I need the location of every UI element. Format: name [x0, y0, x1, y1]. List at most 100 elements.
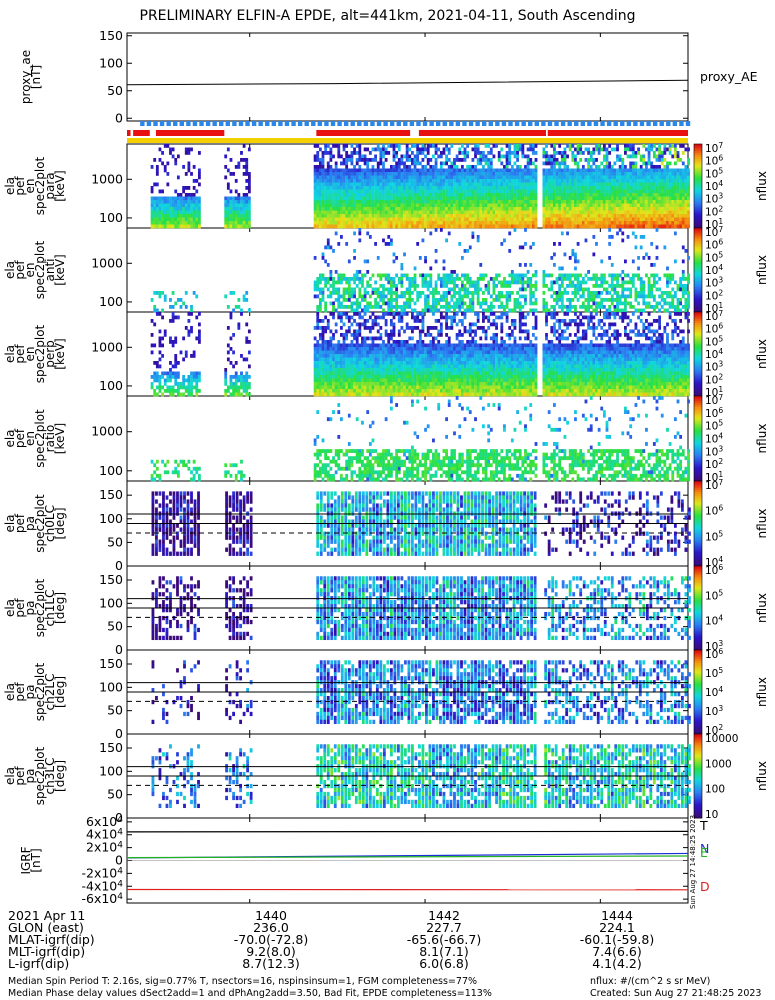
spec-cell [332, 221, 335, 225]
spec-cell [673, 294, 677, 299]
spec-cell [332, 193, 335, 197]
spec-cell [463, 273, 467, 278]
spec-cell [518, 193, 522, 197]
spec-cell [513, 221, 517, 225]
spec-cell [584, 175, 588, 180]
ylabel-pef_pa_ch0-2: pa [23, 516, 37, 531]
spec-cell [658, 217, 661, 222]
spec-cell [521, 273, 525, 278]
spec-cell [424, 214, 427, 218]
spec-cell [171, 312, 175, 316]
spec-cell [424, 200, 427, 204]
spec-cell [613, 214, 617, 218]
spec-cell [531, 217, 535, 222]
spec-cell [673, 172, 677, 176]
spec-cell [379, 154, 383, 159]
spec-cell [405, 301, 409, 306]
spec-cell [647, 161, 651, 166]
spec-cell [587, 298, 590, 302]
spec-cell [326, 224, 330, 229]
spec-cell [324, 175, 328, 180]
spec-cell [384, 193, 388, 197]
spec-cell [679, 193, 683, 197]
spec-cell [366, 308, 370, 313]
spec-cell [681, 161, 685, 166]
spec-cell [190, 371, 193, 376]
spec-cell [355, 210, 359, 215]
spec-cell [195, 189, 199, 194]
spec-cell [558, 151, 562, 155]
spec-cell [163, 378, 167, 383]
spec-cell [518, 172, 522, 176]
spec-cell [534, 200, 538, 204]
spec-cell [382, 189, 385, 194]
spec-cell [318, 147, 322, 152]
spec-cell [324, 305, 328, 309]
spec-cell [389, 221, 393, 225]
spec-cell [460, 256, 464, 260]
spec-cell [192, 354, 196, 358]
spec-cell [587, 158, 590, 162]
spec-cell [574, 207, 577, 211]
spec-cell [468, 172, 472, 176]
spec-cell [450, 203, 454, 208]
spec-cell [673, 305, 677, 309]
spec-cell [363, 308, 367, 313]
status-blue-seg [232, 121, 237, 126]
spec-cell [526, 175, 530, 180]
spec-cell [597, 186, 601, 190]
spec-cell [374, 186, 377, 190]
spec-cell [421, 147, 425, 152]
spec-cell [382, 221, 385, 225]
spec-cell [342, 175, 346, 180]
spec-cell [503, 210, 506, 215]
spec-cell [353, 287, 356, 292]
spec-cell [650, 168, 654, 173]
spec-cell [397, 203, 401, 208]
spec-cell [387, 193, 391, 197]
spec-cell [463, 294, 467, 299]
spec-cell [392, 151, 396, 155]
spec-cell [445, 294, 448, 299]
spec-cell [155, 375, 159, 379]
spec-cell [190, 210, 193, 215]
spec-cell [198, 175, 201, 180]
spec-cell [382, 179, 385, 183]
spec-cell [169, 151, 172, 155]
spec-cell [342, 273, 346, 278]
spec-cell [450, 168, 454, 173]
spec-cell [374, 221, 377, 225]
spec-cell [681, 168, 685, 173]
spec-cell [660, 168, 664, 173]
spec-cell [400, 305, 404, 309]
spec-cell [174, 301, 178, 306]
spec-cell [579, 151, 583, 155]
spec-cell [432, 179, 435, 183]
spec-cell [584, 238, 588, 243]
spec-cell [337, 186, 341, 190]
spec-cell [489, 200, 493, 204]
spec-cell [500, 182, 504, 187]
spec-cell [195, 392, 199, 397]
spec-cell [437, 175, 441, 180]
spec-cell [429, 224, 433, 229]
spec-cell [563, 193, 567, 197]
spec-cell [458, 186, 462, 190]
spec-cell [421, 165, 425, 169]
spec-cell [458, 217, 462, 222]
spec-cell [434, 144, 438, 148]
spec-cell [574, 182, 577, 187]
spec-cell [424, 186, 427, 190]
spec-cell [413, 182, 417, 187]
spec-cell [605, 158, 609, 162]
spec-cell [634, 207, 638, 211]
spec-cell [484, 210, 488, 215]
spec-cell [161, 385, 164, 390]
spec-cell [581, 277, 585, 281]
spec-cell [495, 210, 498, 215]
spec-cell [416, 196, 420, 201]
spec-cell [605, 200, 609, 204]
spec-cell [153, 207, 157, 211]
spec-cell [531, 161, 535, 166]
spec-cell [437, 301, 441, 306]
